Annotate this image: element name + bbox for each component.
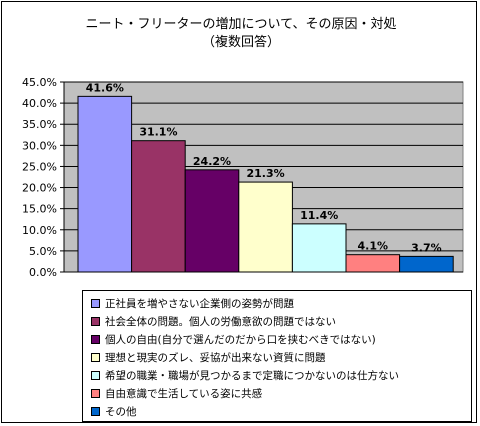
y-tick-label: 10.0% xyxy=(22,224,57,237)
chart-title-line1: ニート・フリーターの増加について、その原因・対処 xyxy=(85,17,397,32)
y-tick-label: 15.0% xyxy=(22,203,57,216)
y-tick-label: 20.0% xyxy=(22,182,57,195)
bar xyxy=(184,169,240,273)
data-label: 41.6% xyxy=(86,81,124,94)
legend-label: 個人の自由(自分で選んだのだから口を挟むべきではない) xyxy=(105,334,376,346)
legend-swatch xyxy=(91,334,100,344)
data-label: 24.2% xyxy=(193,155,231,168)
data-label: 11.4% xyxy=(300,209,338,222)
y-tick-label: 25.0% xyxy=(22,160,57,173)
y-tick-label: 0.0% xyxy=(29,266,57,279)
legend-swatch xyxy=(91,316,100,326)
legend-item: 社会全体の問題。個人の労働意欲の問題ではない xyxy=(91,313,471,331)
legend-item: その他 xyxy=(91,403,471,421)
data-label: 3.7% xyxy=(411,241,442,254)
bar xyxy=(291,223,347,273)
y-tick-label: 40.0% xyxy=(22,97,57,110)
legend-swatch xyxy=(91,406,100,416)
legend-swatch xyxy=(91,352,100,362)
legend-label: 希望の職業・職場が見つかるまで定職につかないのは仕方ない xyxy=(105,370,399,382)
bar xyxy=(131,140,186,273)
legend-label: 正社員を増やさない企業側の姿勢が問題 xyxy=(105,298,294,310)
data-label: 4.1% xyxy=(358,240,389,253)
y-tick-label: 45.0% xyxy=(22,76,57,89)
chart-title-line2: （複数回答） xyxy=(201,35,280,50)
legend-swatch xyxy=(91,298,100,308)
legend-item: 自由意識で生活している姿に共感 xyxy=(91,385,471,403)
legend-swatch xyxy=(91,370,100,380)
y-tick-label: 35.0% xyxy=(22,118,57,131)
legend-swatch xyxy=(91,388,100,398)
legend-item: 希望の職業・職場が見つかるまで定職につかないのは仕方ない xyxy=(91,367,471,385)
bar xyxy=(345,254,401,273)
chart-legend: 正社員を増やさない企業側の姿勢が問題社会全体の問題。個人の労働意欲の問題ではない… xyxy=(82,290,472,422)
legend-label: その他 xyxy=(105,406,137,418)
legend-label: 自由意識で生活している姿に共感 xyxy=(105,388,263,400)
bar xyxy=(77,95,133,273)
bar-chart: 0.0% 5.0% 10.0% 15.0% 20.0% 25.0% 30.0% 35.0% 40… xyxy=(22,76,464,279)
legend-label: 社会全体の問題。個人の労働意欲の問題ではない xyxy=(105,316,336,328)
bar xyxy=(399,255,454,273)
legend-item: 正社員を増やさない企業側の姿勢が問題 xyxy=(91,295,471,313)
legend-item: 理想と現実のズレ、妥協が出来ない資質に問題 xyxy=(91,349,471,367)
data-label: 21.3% xyxy=(247,167,285,180)
y-tick-label: 5.0% xyxy=(29,245,57,258)
legend-label: 理想と現実のズレ、妥協が出来ない資質に問題 xyxy=(105,352,326,364)
bar xyxy=(238,181,293,273)
y-tick-label: 30.0% xyxy=(22,139,57,152)
legend-item: 個人の自由(自分で選んだのだから口を挟むべきではない) xyxy=(91,331,471,349)
data-label: 31.1% xyxy=(139,126,177,139)
chart-title: ニート・フリーターの増加について、その原因・対処 （複数回答） xyxy=(2,16,480,52)
